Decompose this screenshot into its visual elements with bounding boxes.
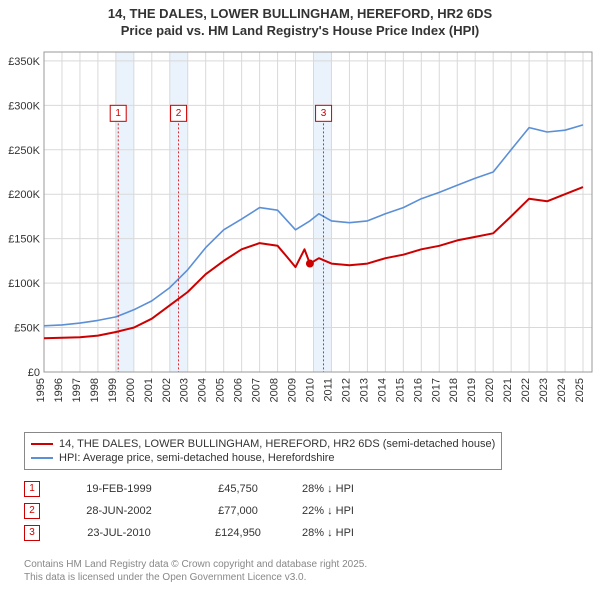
svg-text:2000: 2000 [125,378,137,402]
legend-label: 14, THE DALES, LOWER BULLINGHAM, HEREFOR… [59,438,495,450]
transaction-marker: 2 [24,503,40,519]
svg-text:2002: 2002 [161,378,173,402]
transaction-delta: 22% ↓ HPI [302,505,402,517]
title-line-2: Price paid vs. HM Land Registry's House … [0,23,600,40]
svg-text:2023: 2023 [538,378,550,402]
transactions-table: 1 19-FEB-1999 £45,750 28% ↓ HPI 2 28-JUN… [24,478,402,544]
svg-text:£250K: £250K [8,145,40,157]
transaction-price: £45,750 [198,483,278,495]
chart-title: 14, THE DALES, LOWER BULLINGHAM, HEREFOR… [0,0,600,40]
svg-text:2018: 2018 [448,378,460,402]
transaction-price: £77,000 [198,505,278,517]
svg-text:£100K: £100K [8,278,40,290]
legend-row: HPI: Average price, semi-detached house,… [31,451,495,465]
svg-text:£0: £0 [28,367,40,379]
svg-text:2024: 2024 [556,378,568,402]
svg-text:2001: 2001 [143,378,155,402]
svg-text:2025: 2025 [574,378,586,402]
footer-line-1: Contains HM Land Registry data © Crown c… [24,558,367,571]
legend: 14, THE DALES, LOWER BULLINGHAM, HEREFOR… [24,432,502,470]
transaction-marker: 3 [24,525,40,541]
transaction-delta: 28% ↓ HPI [302,483,402,495]
svg-text:1999: 1999 [107,378,119,402]
svg-text:2015: 2015 [394,378,406,402]
svg-text:1996: 1996 [53,378,65,402]
footer-line-2: This data is licensed under the Open Gov… [24,571,367,584]
chart-plot: £0 £50K £100K £150K £200K £250K £300K £350K 1995… [0,46,600,426]
footer: Contains HM Land Registry data © Crown c… [24,558,367,584]
svg-text:2: 2 [176,108,182,119]
svg-text:1997: 1997 [71,378,83,402]
svg-text:2020: 2020 [484,378,496,402]
svg-text:2012: 2012 [340,378,352,402]
transaction-delta: 28% ↓ HPI [302,527,402,539]
svg-text:£150K: £150K [8,234,40,246]
svg-text:1998: 1998 [89,378,101,402]
chart-svg: £0 £50K £100K £150K £200K £250K £300K £350K 1995… [0,46,600,426]
svg-text:3: 3 [321,108,327,119]
legend-label: HPI: Average price, semi-detached house,… [59,452,335,464]
transaction-marker: 1 [24,481,40,497]
svg-text:2008: 2008 [269,378,281,402]
svg-text:£350K: £350K [8,56,40,68]
transaction-date: 23-JUL-2010 [64,527,174,539]
svg-text:2021: 2021 [502,378,514,402]
svg-text:2017: 2017 [430,378,442,402]
svg-text:£300K: £300K [8,100,40,112]
svg-text:2006: 2006 [233,378,245,402]
svg-text:£200K: £200K [8,189,40,201]
transaction-row: 1 19-FEB-1999 £45,750 28% ↓ HPI [24,478,402,500]
svg-text:£50K: £50K [14,323,40,335]
svg-text:2003: 2003 [179,378,191,402]
chart-container: 14, THE DALES, LOWER BULLINGHAM, HEREFOR… [0,0,600,590]
svg-text:1: 1 [115,108,121,119]
svg-text:2014: 2014 [376,378,388,402]
svg-text:2010: 2010 [305,378,317,402]
legend-swatch [31,443,53,445]
svg-text:2019: 2019 [466,378,478,402]
transaction-row: 2 28-JUN-2002 £77,000 22% ↓ HPI [24,500,402,522]
svg-text:2009: 2009 [287,378,299,402]
svg-text:2013: 2013 [358,378,370,402]
transaction-price: £124,950 [198,527,278,539]
svg-text:2022: 2022 [520,378,532,402]
transaction-date: 19-FEB-1999 [64,483,174,495]
svg-text:1995: 1995 [35,378,47,402]
transaction-date: 28-JUN-2002 [64,505,174,517]
svg-text:2011: 2011 [322,378,334,402]
svg-text:2004: 2004 [197,378,209,402]
svg-text:2007: 2007 [251,378,263,402]
legend-row: 14, THE DALES, LOWER BULLINGHAM, HEREFOR… [31,437,495,451]
legend-swatch [31,457,53,459]
transaction-row: 3 23-JUL-2010 £124,950 28% ↓ HPI [24,522,402,544]
svg-text:2005: 2005 [215,378,227,402]
svg-text:2016: 2016 [412,378,424,402]
title-line-1: 14, THE DALES, LOWER BULLINGHAM, HEREFOR… [0,6,600,23]
